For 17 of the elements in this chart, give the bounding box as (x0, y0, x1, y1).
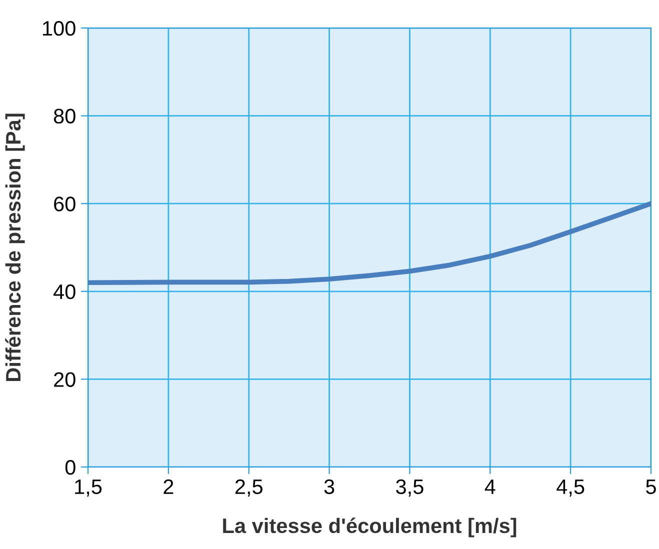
x-tick-label: 3,5 (396, 479, 424, 497)
line-series (88, 201, 651, 286)
y-tick-label: 80 (54, 108, 76, 124)
y-tick-label: 20 (54, 372, 76, 387)
y-tick-label: 40 (54, 284, 76, 300)
x-tick-label: 2,5 (235, 479, 262, 497)
y-axis-title: Différence de pression [Pa] (5, 114, 25, 381)
x-tick-label: 4,5 (556, 480, 584, 497)
y-tick-label: 0 (65, 460, 76, 475)
x-tick-label: 5 (646, 480, 656, 494)
x-tick-label: 4 (484, 480, 496, 494)
x-tick-label: 3 (324, 479, 334, 494)
x-tick-label: 2 (164, 479, 174, 494)
x-axis-title: La vitesse d'écoulement [m/s] (223, 518, 516, 538)
y-tick-label: 100 (43, 21, 76, 36)
x-tick-label: 1,5 (75, 480, 102, 497)
y-tick-label: 60 (54, 196, 76, 212)
